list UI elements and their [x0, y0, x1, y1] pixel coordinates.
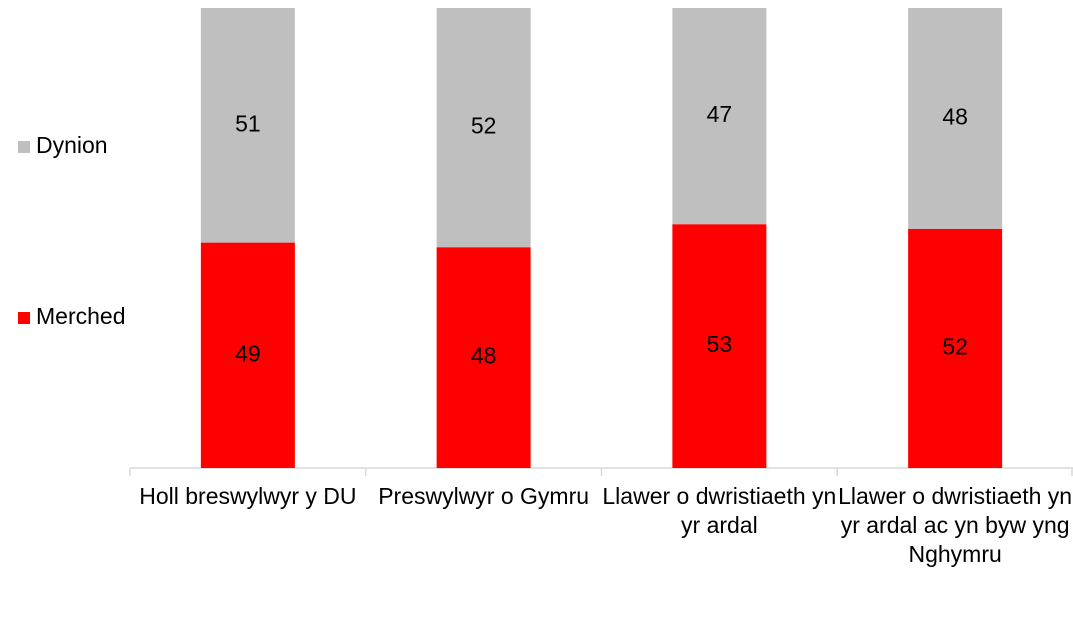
x-tick-label: Holl breswylwyr y DU — [139, 483, 357, 509]
bar-segment — [200, 8, 295, 243]
x-tick-label: Llawer o dwristiaeth yn yr ardal ac yn b… — [838, 483, 1073, 567]
data-label: 48 — [471, 343, 497, 369]
bar-segment — [908, 228, 1003, 468]
legend-swatch — [18, 312, 30, 324]
bar-segment — [672, 224, 767, 468]
data-label: 53 — [707, 331, 733, 357]
data-label: 52 — [471, 113, 497, 139]
legend-swatch — [18, 141, 30, 153]
legend-label: Merched — [36, 303, 125, 329]
bar-segment — [200, 242, 295, 468]
data-label: 47 — [707, 101, 733, 127]
bar-segment — [672, 8, 767, 225]
data-label: 52 — [942, 333, 968, 359]
bar-segment — [908, 8, 1003, 229]
data-label: 48 — [942, 103, 968, 129]
data-label: 51 — [235, 110, 261, 136]
bar-segment — [436, 8, 531, 248]
x-tick-label: Llawer o dwristiaeth yn yr ardal — [602, 483, 837, 538]
x-tick-label: Preswylwyr o Gymru — [378, 483, 590, 509]
legend-label: Dynion — [36, 132, 108, 158]
data-label: 49 — [235, 340, 261, 366]
bar-segment — [436, 247, 531, 468]
